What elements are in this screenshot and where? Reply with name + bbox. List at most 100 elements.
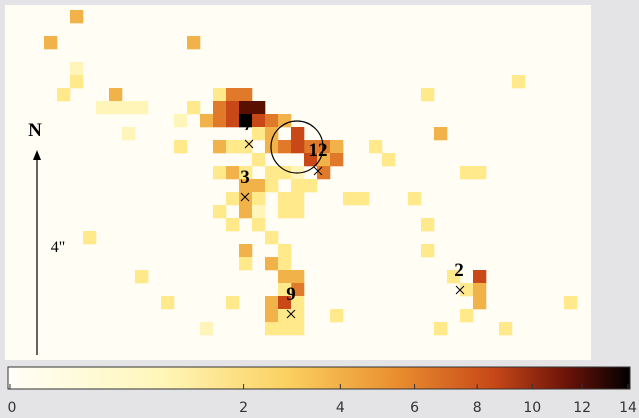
- pixel: [252, 114, 265, 127]
- pixel: [122, 101, 135, 114]
- source-label: 2: [454, 260, 464, 281]
- source-label: 7: [243, 114, 253, 135]
- pixel: [291, 192, 304, 205]
- pixel: [96, 101, 109, 114]
- pixel: [369, 140, 382, 153]
- pixel: [512, 75, 525, 88]
- pixel: [460, 283, 473, 296]
- pixel: [330, 309, 343, 322]
- pixel: [278, 257, 291, 270]
- pixel: [252, 101, 265, 114]
- pixel: [83, 231, 96, 244]
- pixel: [213, 88, 226, 101]
- pixel: [265, 166, 278, 179]
- pixel: [239, 101, 252, 114]
- pixel: [278, 244, 291, 257]
- pixel: [252, 127, 265, 140]
- pixel: [252, 192, 265, 205]
- pixel: [200, 114, 213, 127]
- pixel: [213, 114, 226, 127]
- pixel: [109, 88, 122, 101]
- pixel: [239, 192, 252, 205]
- pixel: [252, 205, 265, 218]
- compass-label: N: [28, 120, 42, 141]
- pixel: [278, 114, 291, 127]
- pixel: [187, 101, 200, 114]
- pixel: [291, 179, 304, 192]
- pixel: [226, 88, 239, 101]
- scale-label: 4": [51, 239, 66, 256]
- pixel: [70, 62, 83, 75]
- pixel: [473, 270, 486, 283]
- pixel: [239, 205, 252, 218]
- pixel: [226, 192, 239, 205]
- pixel: [265, 179, 278, 192]
- pixel: [343, 192, 356, 205]
- source-label: 9: [286, 284, 296, 305]
- pixel: [122, 127, 135, 140]
- pixel: [226, 218, 239, 231]
- pixel: [226, 140, 239, 153]
- pixel: [226, 101, 239, 114]
- colorbar-tick-label: 10: [523, 400, 541, 416]
- pixel: [135, 101, 148, 114]
- pixel: [265, 322, 278, 335]
- pixel: [330, 140, 343, 153]
- pixel: [70, 75, 83, 88]
- pixel: [226, 166, 239, 179]
- pixel: [291, 322, 304, 335]
- pixel: [70, 10, 83, 23]
- pixel: [421, 88, 434, 101]
- pixel: [382, 153, 395, 166]
- pixel: [434, 322, 447, 335]
- figure: 712329 N 4" 02468101214: [0, 0, 639, 418]
- pixel: [239, 257, 252, 270]
- pixel: [265, 231, 278, 244]
- colorbar-tick-label: 12: [573, 400, 591, 416]
- pixel: [408, 192, 421, 205]
- colorbar-tick-label: 2: [239, 400, 248, 416]
- pixel: [135, 270, 148, 283]
- pixel: [278, 166, 291, 179]
- pixel: [265, 114, 278, 127]
- pixel: [265, 127, 278, 140]
- pixel: [252, 153, 265, 166]
- pixel: [213, 101, 226, 114]
- pixel: [226, 114, 239, 127]
- pixel: [278, 192, 291, 205]
- pixel: [421, 244, 434, 257]
- pixel: [278, 270, 291, 283]
- pixel: [213, 205, 226, 218]
- pixel: [174, 140, 187, 153]
- pixel: [252, 218, 265, 231]
- pixel: [291, 140, 304, 153]
- colorbar-tick-label: 14: [619, 400, 637, 416]
- pixel: [278, 322, 291, 335]
- colorbar-tick-label: 8: [473, 400, 482, 416]
- pixel: [278, 140, 291, 153]
- pixel: [564, 296, 577, 309]
- pixel: [200, 322, 213, 335]
- pixel: [460, 166, 473, 179]
- colorbar: [8, 367, 630, 389]
- source-label: 3: [240, 167, 250, 188]
- pixel: [265, 309, 278, 322]
- pixel: [356, 192, 369, 205]
- pixel: [174, 114, 187, 127]
- pixel: [213, 166, 226, 179]
- pixel: [213, 140, 226, 153]
- colorbar-tick-label: 6: [410, 400, 419, 416]
- pixel: [291, 205, 304, 218]
- pixel: [291, 127, 304, 140]
- pixel: [226, 296, 239, 309]
- pixel: [161, 296, 174, 309]
- source-label: 12: [309, 140, 328, 161]
- pixel: [434, 127, 447, 140]
- colorbar-tick-label: 4: [336, 400, 345, 416]
- pixel: [57, 88, 70, 101]
- pixel: [265, 296, 278, 309]
- pixel: [304, 179, 317, 192]
- pixel: [421, 218, 434, 231]
- pixel: [239, 88, 252, 101]
- pixel: [278, 205, 291, 218]
